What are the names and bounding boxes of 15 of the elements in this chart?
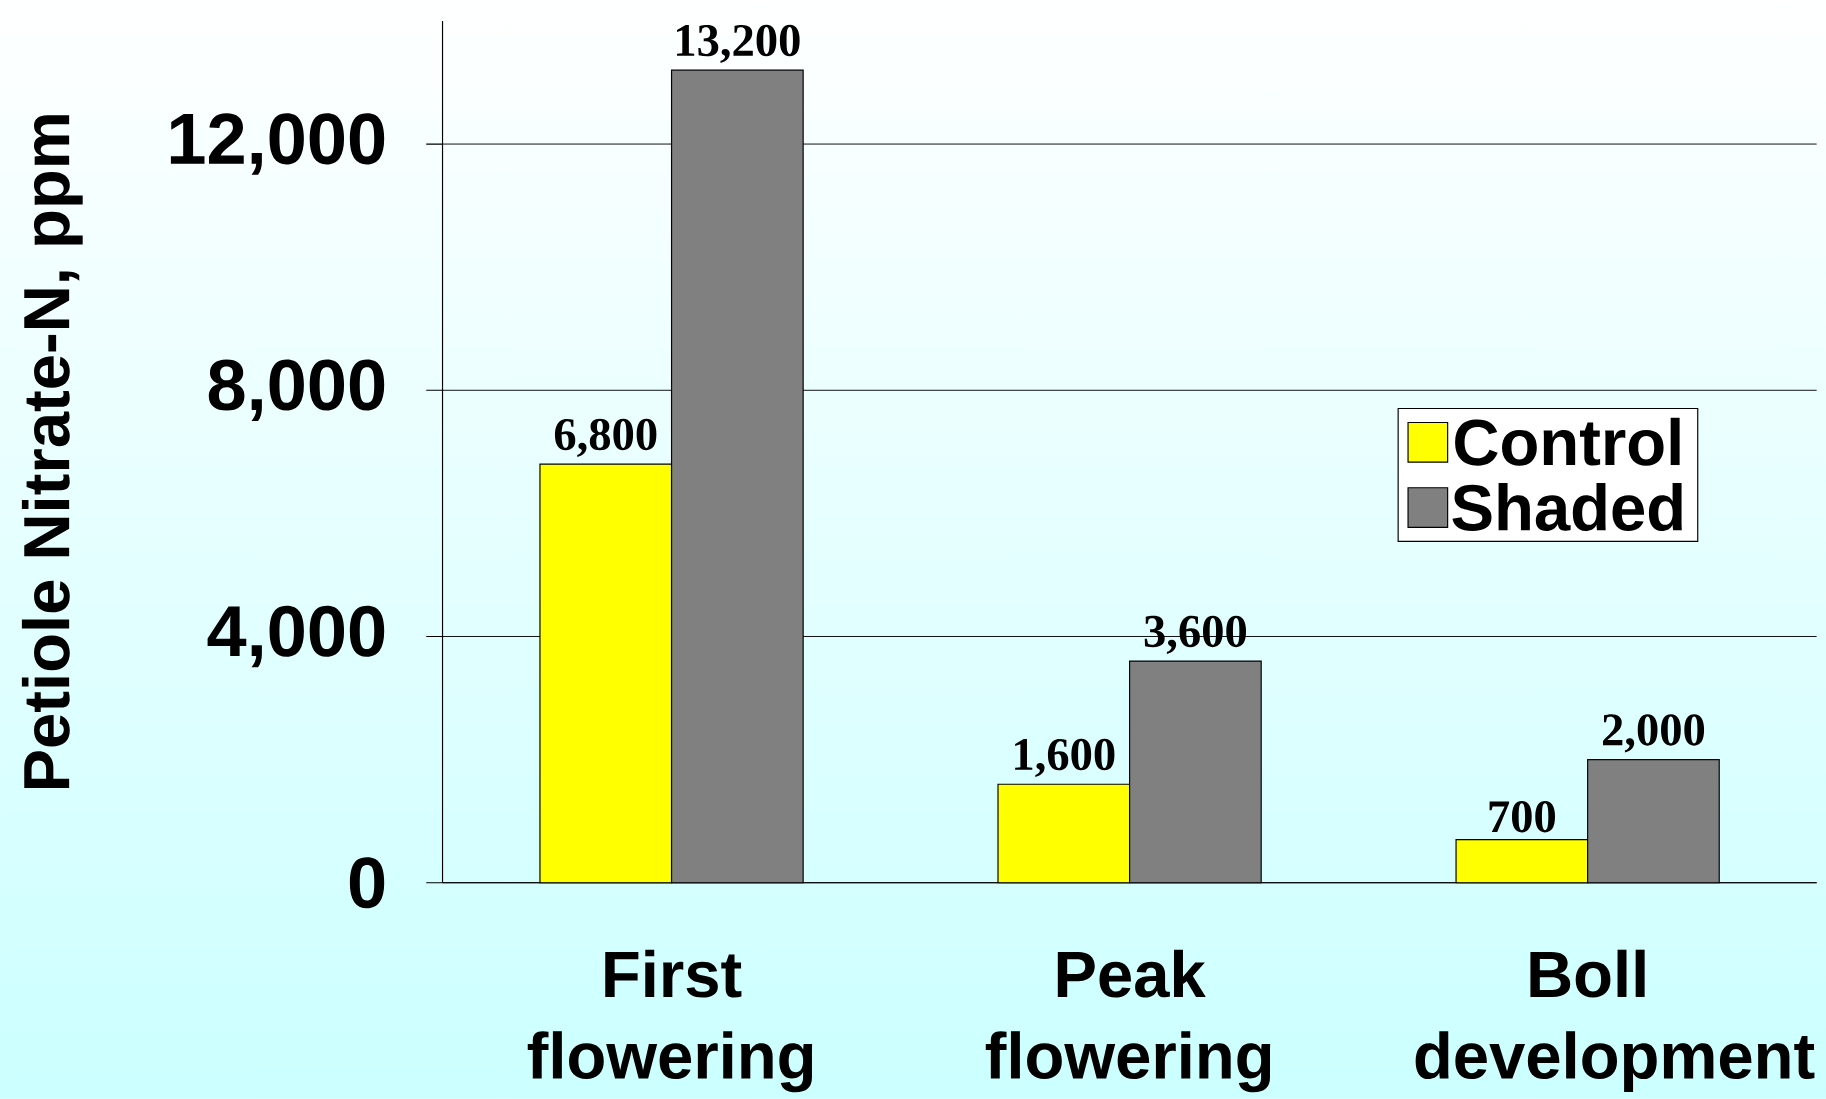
legend-label: Control — [1455, 417, 1680, 466]
legend-label: Shaded — [1452, 482, 1682, 531]
data-label: 13,200 — [677, 24, 800, 63]
y-tick-label: 8,000 — [208, 359, 385, 421]
x-tick-label: First flowering — [527, 949, 813, 1093]
y-tick-label: 4,000 — [207, 605, 385, 668]
data-label: 700 — [1489, 800, 1556, 833]
data-label: 6,800 — [554, 418, 657, 457]
y-tick-label: 0 — [349, 857, 385, 909]
data-label: 2,000 — [1602, 714, 1705, 753]
y-tick-label: 12,000 — [170, 113, 385, 175]
x-tick-label: Peak flowering — [985, 949, 1271, 1093]
x-tick-label: Boll development — [1415, 949, 1815, 1092]
data-label: 1,600 — [1015, 738, 1115, 777]
y-axis-title: Petiole Nitrate-N, ppm — [21, 115, 83, 788]
